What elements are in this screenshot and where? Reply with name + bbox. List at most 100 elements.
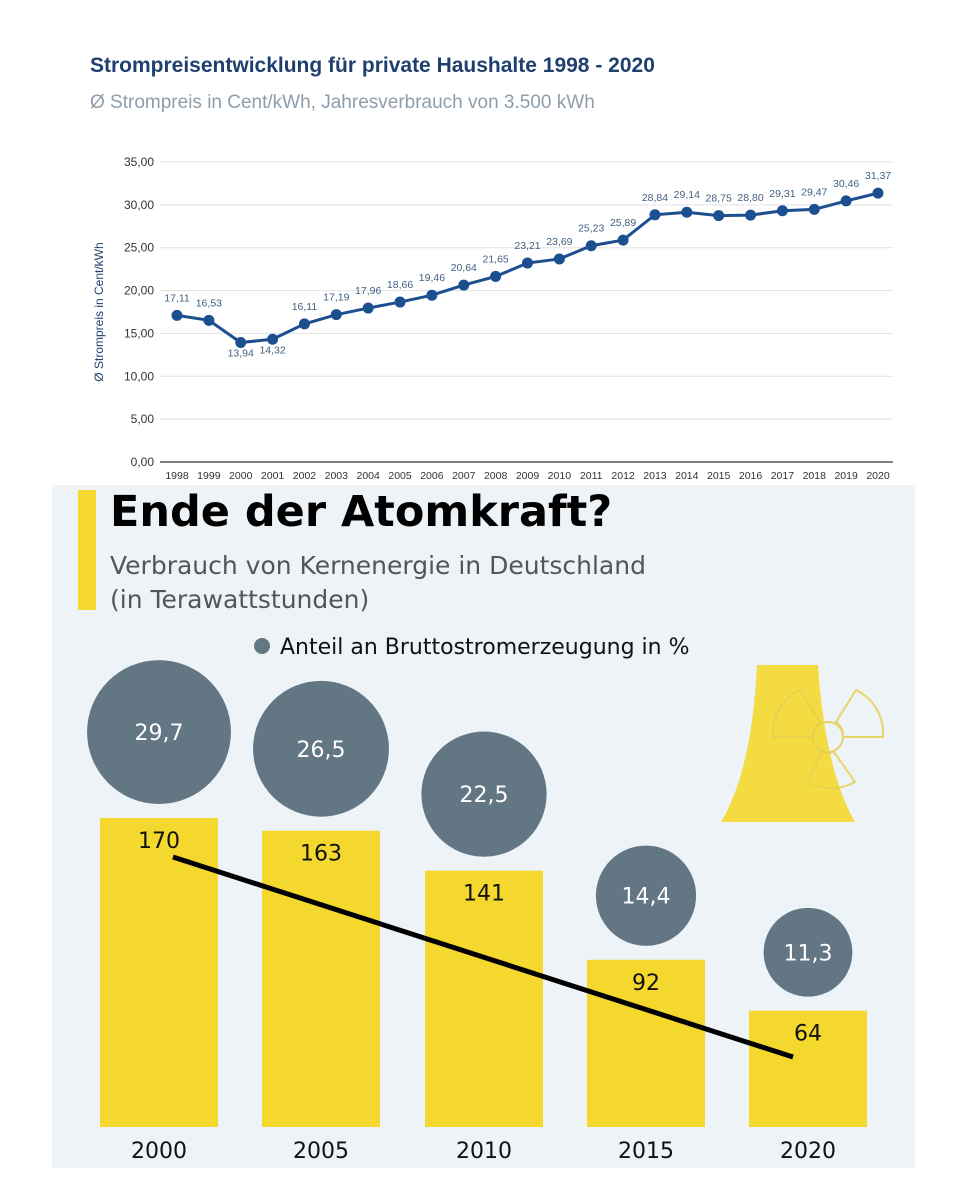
data-point bbox=[362, 302, 374, 314]
legend-label: Anteil an Bruttostromerzeugung in % bbox=[280, 635, 690, 660]
bar bbox=[100, 818, 218, 1127]
data-point bbox=[808, 203, 820, 215]
x-tick-label: 2011 bbox=[580, 470, 603, 482]
data-label: 18,66 bbox=[387, 279, 413, 291]
year-label: 2015 bbox=[618, 1139, 674, 1164]
bar-value-label: 170 bbox=[138, 829, 180, 854]
data-label: 28,80 bbox=[737, 192, 763, 204]
data-point bbox=[522, 257, 533, 269]
legend-dot bbox=[254, 638, 270, 654]
y-tick-label: 0,00 bbox=[131, 455, 155, 469]
data-label: 17,19 bbox=[323, 292, 349, 304]
data-point bbox=[203, 314, 215, 326]
x-tick-label: 2020 bbox=[866, 470, 890, 482]
share-circle bbox=[87, 660, 231, 805]
share-label: 29,7 bbox=[135, 721, 184, 746]
data-label: 21,65 bbox=[482, 253, 508, 265]
share-label: 26,5 bbox=[297, 738, 346, 763]
bar-value-label: 163 bbox=[300, 842, 342, 867]
data-point bbox=[490, 270, 502, 282]
y-tick-label: 25,00 bbox=[124, 241, 154, 255]
x-tick-label: 2005 bbox=[388, 470, 412, 482]
data-point bbox=[617, 234, 629, 246]
infographic-subtitle-line2: (in Terawattstunden) bbox=[110, 585, 369, 614]
x-tick-label: 2019 bbox=[834, 470, 858, 482]
data-label: 30,46 bbox=[833, 178, 859, 190]
x-tick-label: 2012 bbox=[611, 470, 635, 482]
data-point bbox=[745, 209, 757, 221]
data-label: 16,11 bbox=[292, 301, 318, 313]
data-point bbox=[649, 209, 661, 221]
data-point bbox=[330, 309, 342, 321]
data-label: 29,47 bbox=[801, 186, 827, 198]
data-label: 20,64 bbox=[451, 262, 477, 274]
x-tick-label: 2016 bbox=[739, 470, 763, 482]
bar bbox=[749, 1010, 867, 1127]
data-label: 28,75 bbox=[706, 193, 732, 205]
data-label: 28,84 bbox=[642, 192, 668, 204]
x-tick-label: 2004 bbox=[357, 470, 381, 482]
year-label: 2000 bbox=[131, 1139, 187, 1164]
bar bbox=[587, 959, 705, 1127]
x-tick-label: 2001 bbox=[261, 470, 285, 482]
share-circle bbox=[595, 845, 697, 946]
data-label: 16,53 bbox=[196, 297, 222, 309]
bar-value-label: 92 bbox=[632, 971, 660, 996]
x-tick-label: 2007 bbox=[452, 470, 476, 482]
data-label: 13,94 bbox=[228, 348, 254, 360]
data-label: 17,96 bbox=[355, 285, 381, 297]
data-point bbox=[171, 309, 183, 321]
data-label: 25,23 bbox=[578, 223, 604, 235]
share-circle bbox=[763, 907, 853, 997]
y-tick-label: 10,00 bbox=[124, 369, 154, 383]
bar-value-label: 64 bbox=[794, 1022, 822, 1047]
x-tick-label: 2000 bbox=[229, 470, 253, 482]
data-point bbox=[235, 337, 247, 349]
data-label: 25,89 bbox=[610, 217, 636, 229]
year-label: 2020 bbox=[780, 1139, 836, 1164]
share-label: 22,5 bbox=[460, 783, 509, 808]
data-label: 31,37 bbox=[865, 170, 891, 182]
x-tick-label: 2014 bbox=[675, 470, 699, 482]
x-tick-label: 2006 bbox=[420, 470, 444, 482]
share-label: 14,4 bbox=[622, 885, 671, 910]
bar bbox=[425, 870, 543, 1127]
y-tick-label: 5,00 bbox=[131, 412, 155, 426]
trend-line bbox=[172, 854, 794, 1060]
data-point bbox=[840, 195, 852, 207]
infographic-title: Ende der Atomkraft? bbox=[110, 487, 612, 537]
year-label: 2010 bbox=[456, 1139, 512, 1164]
x-tick-label: 2015 bbox=[707, 470, 731, 482]
nuclear-cooling-tower-radiation-icon bbox=[721, 665, 885, 822]
share-circle bbox=[421, 731, 547, 857]
y-tick-label: 15,00 bbox=[124, 326, 154, 340]
line-chart-title: Strompreisentwicklung für private Hausha… bbox=[90, 54, 655, 77]
y-axis-label: Ø Strompreis in Cent/kWh bbox=[92, 242, 106, 381]
x-tick-label: 2008 bbox=[484, 470, 508, 482]
x-tick-label: 2009 bbox=[516, 470, 540, 482]
data-point bbox=[298, 318, 310, 330]
y-tick-label: 35,00 bbox=[124, 155, 154, 169]
data-point bbox=[458, 279, 470, 291]
data-point bbox=[267, 333, 279, 345]
x-tick-label: 2017 bbox=[771, 470, 795, 482]
x-tick-label: 2013 bbox=[643, 470, 667, 482]
x-tick-label: 2002 bbox=[293, 470, 317, 482]
infographic-subtitle-line1: Verbrauch von Kernenergie in Deutschland bbox=[110, 551, 646, 580]
data-point bbox=[681, 206, 693, 218]
x-tick-label: 2018 bbox=[803, 470, 827, 482]
share-label: 11,3 bbox=[784, 941, 833, 966]
data-point bbox=[585, 240, 597, 252]
x-tick-label: 2003 bbox=[325, 470, 349, 482]
x-tick-label: 1999 bbox=[197, 470, 221, 482]
year-label: 2005 bbox=[293, 1139, 349, 1164]
bar bbox=[262, 830, 380, 1127]
data-label: 23,69 bbox=[546, 236, 572, 248]
title-accent-bar bbox=[78, 490, 96, 610]
y-tick-label: 30,00 bbox=[124, 198, 154, 212]
data-point bbox=[776, 205, 788, 217]
data-point bbox=[872, 187, 884, 199]
data-label: 23,21 bbox=[514, 240, 540, 252]
data-label: 14,32 bbox=[259, 344, 285, 356]
data-point bbox=[553, 253, 565, 265]
